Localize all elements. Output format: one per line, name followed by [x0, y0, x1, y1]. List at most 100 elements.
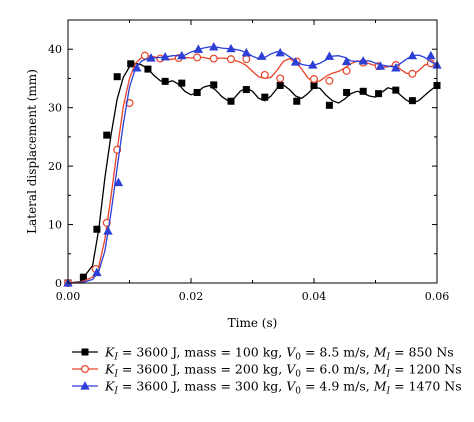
series-3-point [341, 56, 352, 66]
series-3-point [209, 42, 219, 51]
legend-item-2: KI = 3600 J, mass = 200 kg, V0 = 6.0 m/s… [72, 362, 462, 380]
y-tick-label: 40 [48, 43, 62, 56]
legend-label-part: I [386, 370, 391, 380]
series-3-point [177, 50, 187, 60]
series-3-point [103, 226, 113, 235]
tick-group: 0.00 0.02 0.04 0.06 0 10 20 30 40 [48, 19, 450, 303]
legend-label-part: = 3600 J, mass = 300 kg, [118, 379, 286, 394]
series-3-point [308, 60, 318, 69]
series-2-point [209, 54, 218, 63]
series-3-point [241, 47, 252, 57]
y-tick-label: 20 [48, 160, 62, 173]
legend-label-part: I [113, 353, 118, 363]
x-axis-title: Time (s) [228, 316, 278, 330]
legend-label-part: 0 [295, 387, 301, 397]
legend-label-part: M [373, 362, 388, 377]
series-2-point [226, 55, 235, 64]
series-1-point [227, 97, 235, 105]
legend-label-part: = 1200 Ns [390, 362, 462, 377]
series-3-point [160, 51, 170, 61]
legend-label-part: V [286, 362, 297, 377]
legend-label-part: I [386, 353, 391, 363]
series-2-point [408, 69, 417, 78]
x-tick-label: 0.00 [56, 290, 81, 303]
legend-marker [80, 381, 90, 390]
series-2-point [276, 74, 285, 83]
legend-marker [81, 348, 89, 356]
legend-item-1: KI = 3600 J, mass = 100 kg, V0 = 8.5 m/s… [72, 345, 454, 363]
series-3-line [68, 46, 438, 284]
legend: KI = 3600 J, mass = 100 kg, V0 = 8.5 m/s… [72, 345, 462, 397]
legend-label-part: = 8.5 m/s, [301, 345, 374, 360]
series-2-line [67, 55, 438, 284]
series-3 [63, 42, 442, 287]
series-3-point [92, 267, 102, 277]
series-1-point [103, 131, 111, 139]
series-1-point [293, 97, 301, 105]
legend-label-part: = 1470 Ns [390, 379, 462, 394]
y-tick-label: 10 [48, 219, 62, 232]
x-tick-label: 0.02 [179, 290, 204, 303]
series-3-point [132, 63, 142, 72]
legend-label-part: = 6.0 m/s, [301, 362, 374, 377]
legend-label-part: M [373, 379, 388, 394]
legend-label-part: I [386, 387, 391, 397]
series-3-point [324, 51, 335, 60]
series-1-point [325, 101, 333, 109]
legend-label: KI = 3600 J, mass = 100 kg, V0 = 8.5 m/s… [104, 345, 454, 363]
series-3-point [358, 56, 368, 65]
legend-label-part: V [286, 379, 297, 394]
series-1-point [359, 87, 367, 95]
series-1-point [408, 97, 416, 105]
legend-label-part: K [104, 362, 115, 377]
y-tick-label: 30 [48, 102, 62, 115]
series-1-point [210, 81, 218, 89]
series-2-point [140, 51, 149, 60]
y-axis-title: Lateral displacement (mm) [25, 69, 39, 234]
series-1-point [161, 77, 169, 85]
series-3-point [193, 44, 204, 53]
legend-label-part: M [373, 345, 388, 360]
series-1-point [178, 79, 186, 87]
series-1-point [343, 88, 351, 96]
y-tick-label: 0 [55, 277, 62, 290]
series-2-point [310, 75, 319, 84]
legend-label-part: K [104, 379, 115, 394]
series-1-point [113, 73, 121, 81]
series-3-point [375, 61, 386, 70]
series-2-point [193, 53, 202, 62]
x-tick-label: 0.06 [425, 290, 450, 303]
series-2-point [102, 218, 111, 227]
legend-label-part: I [113, 370, 118, 380]
x-tick-label: 0.04 [302, 290, 327, 303]
series-3-point [426, 50, 436, 60]
series-1-point [93, 225, 101, 233]
series-2-point [260, 70, 269, 79]
series-1-point [193, 88, 201, 96]
legend-label-part: V [286, 345, 297, 360]
series-3-point [290, 57, 301, 66]
series-3-point [407, 50, 418, 60]
series-1-point [392, 86, 400, 94]
plot-frame [67, 19, 438, 284]
legend-label: KI = 3600 J, mass = 300 kg, V0 = 4.9 m/s… [104, 379, 462, 397]
legend-item-3: KI = 3600 J, mass = 300 kg, V0 = 4.9 m/s… [72, 379, 462, 397]
series-1-point [144, 65, 152, 73]
series-1-point [79, 273, 87, 281]
legend-label-part: = 3600 J, mass = 200 kg, [118, 362, 286, 377]
legend-label-part: = 3600 J, mass = 100 kg, [118, 345, 286, 360]
series-2-point [125, 98, 134, 107]
legend-label-part: = 850 Ns [390, 345, 454, 360]
series-1-point [276, 81, 284, 89]
series-2-point [342, 66, 351, 75]
series-1 [64, 60, 441, 287]
series-2-point [325, 76, 334, 85]
series-group [63, 42, 442, 288]
series-1-point [127, 60, 135, 68]
series-3-point [275, 47, 285, 57]
series-1-point [261, 93, 269, 101]
series-2-point [242, 55, 251, 64]
legend-label-part: 0 [295, 353, 301, 363]
series-1-point [375, 90, 383, 98]
